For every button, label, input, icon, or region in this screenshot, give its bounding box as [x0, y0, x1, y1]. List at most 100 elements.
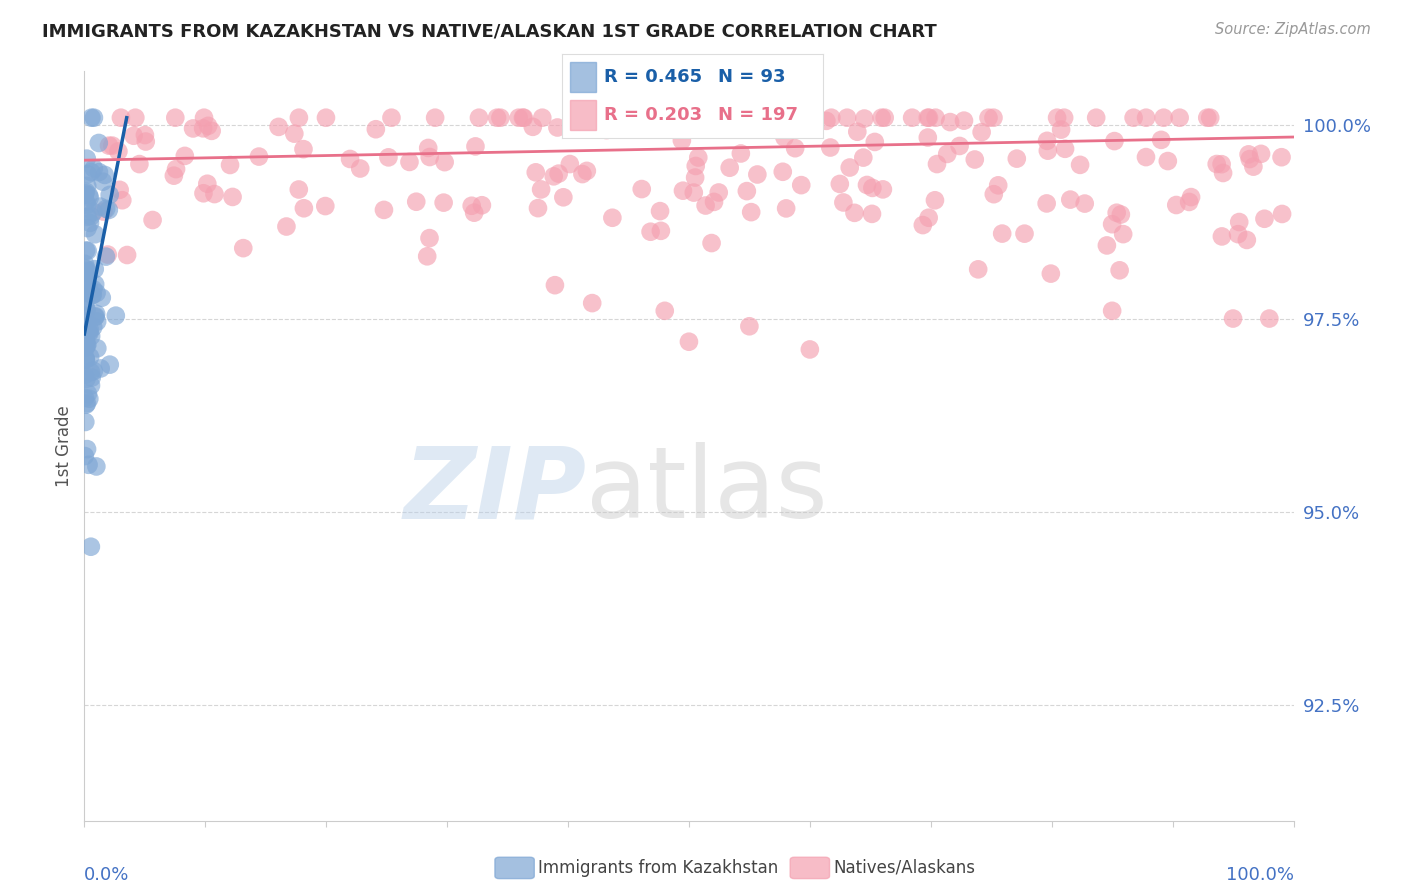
Point [339, 152, 361, 166]
Point [283, 127, 305, 141]
Point [544, 278, 567, 293]
Point [835, 111, 858, 125]
Point [607, 111, 630, 125]
Point [124, 111, 146, 125]
Point [292, 142, 315, 156]
Point [1073, 196, 1095, 211]
Point [553, 190, 575, 204]
Point [76, 280, 98, 294]
Point [80, 365, 103, 379]
Point [530, 182, 553, 196]
Point [93, 168, 115, 182]
Point [75, 185, 97, 199]
Point [846, 125, 869, 139]
Point [107, 145, 129, 159]
Point [749, 111, 772, 125]
Point [468, 111, 491, 125]
Point [288, 111, 311, 125]
Point [595, 111, 617, 125]
Point [1135, 150, 1157, 164]
Point [513, 111, 536, 125]
Point [96, 202, 118, 216]
Point [418, 231, 440, 245]
Point [870, 111, 893, 125]
Point [73, 309, 96, 323]
Point [977, 111, 1000, 125]
Point [73, 391, 96, 405]
Point [315, 111, 337, 125]
Point [953, 113, 976, 128]
Point [464, 139, 486, 153]
Point [1271, 207, 1294, 221]
Point [97, 202, 120, 217]
Point [1197, 111, 1219, 125]
Point [193, 186, 215, 201]
Point [84, 227, 107, 242]
Point [76, 197, 98, 211]
Point [872, 182, 894, 196]
Text: N = 93: N = 93 [718, 68, 786, 86]
Point [79, 392, 101, 406]
Point [575, 164, 598, 178]
Point [508, 111, 530, 125]
Point [115, 248, 138, 262]
Point [772, 165, 794, 179]
Point [181, 121, 204, 136]
Point [433, 195, 456, 210]
Point [1122, 111, 1144, 125]
Point [75, 314, 97, 328]
Point [75, 267, 97, 281]
Point [1236, 233, 1258, 247]
Point [1036, 144, 1059, 158]
Point [73, 368, 96, 383]
Point [75, 194, 97, 209]
Point [775, 202, 797, 216]
Point [76, 442, 98, 456]
Point [104, 309, 127, 323]
Point [740, 205, 762, 219]
Point [1250, 146, 1272, 161]
Point [247, 150, 270, 164]
Point [735, 184, 758, 198]
Point [75, 351, 97, 366]
Point [1237, 147, 1260, 161]
Text: atlas: atlas [586, 442, 828, 540]
Point [583, 111, 606, 125]
Text: R = 0.465: R = 0.465 [605, 68, 702, 86]
Point [678, 334, 700, 349]
Point [1053, 111, 1076, 125]
Point [853, 112, 876, 126]
Point [80, 209, 103, 223]
Point [76, 262, 98, 277]
Point [1241, 160, 1264, 174]
Point [110, 111, 132, 125]
Point [163, 169, 186, 183]
Point [98, 138, 121, 153]
Point [571, 167, 593, 181]
Point [84, 307, 107, 321]
Point [73, 336, 96, 351]
Point [949, 139, 972, 153]
Point [416, 249, 439, 263]
Point [76, 264, 98, 278]
Point [1069, 158, 1091, 172]
Point [73, 187, 96, 202]
Point [79, 322, 101, 336]
Point [84, 277, 107, 292]
Point [76, 372, 98, 386]
Point [349, 161, 371, 176]
Point [98, 358, 121, 372]
Point [640, 225, 662, 239]
Point [471, 198, 494, 212]
Point [128, 157, 150, 171]
Point [1239, 152, 1261, 166]
Point [522, 120, 544, 134]
Point [76, 338, 98, 352]
Point [75, 341, 97, 355]
Point [97, 247, 120, 261]
Text: IMMIGRANTS FROM KAZAKHSTAN VS NATIVE/ALASKAN 1ST GRADE CORRELATION CHART: IMMIGRANTS FROM KAZAKHSTAN VS NATIVE/ALA… [42, 22, 936, 40]
Point [82, 205, 104, 219]
Point [108, 183, 131, 197]
Point [87, 165, 110, 179]
Point [86, 342, 108, 356]
